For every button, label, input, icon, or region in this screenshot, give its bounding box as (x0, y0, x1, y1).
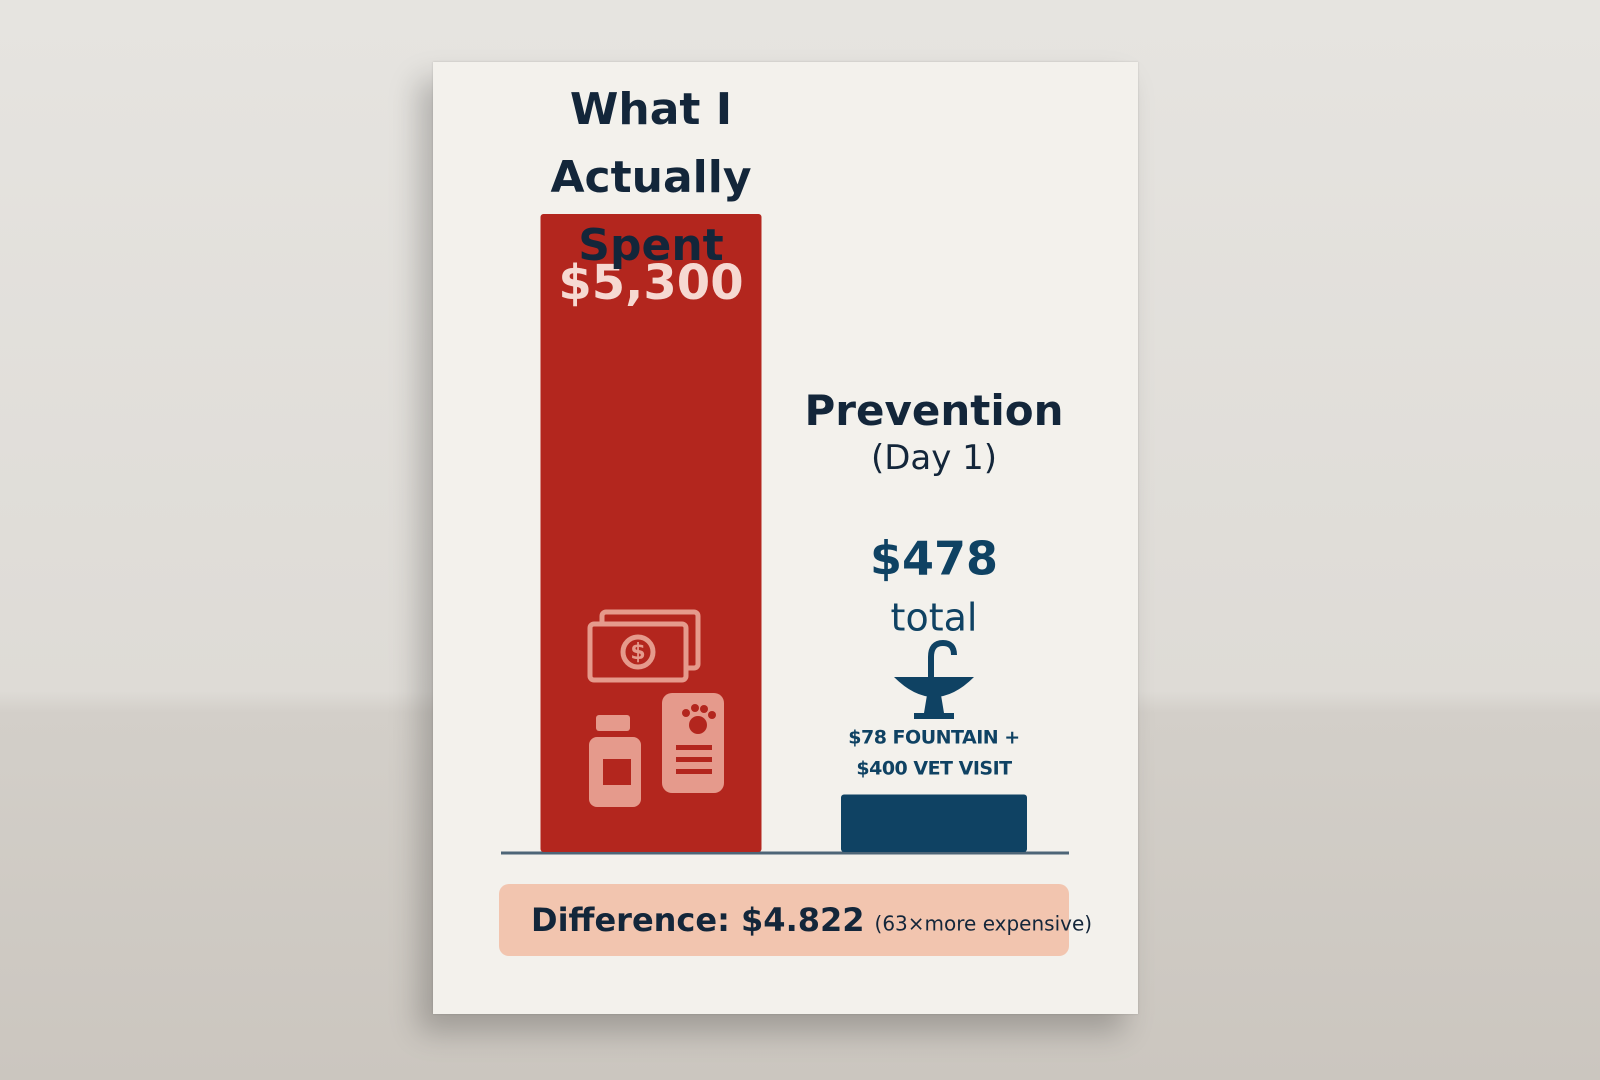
breakdown-line: $400 VET VISIT (856, 758, 1012, 780)
icon-shape (914, 695, 954, 719)
icon-shape (689, 716, 707, 734)
bar (841, 794, 1027, 852)
icon-shape (928, 639, 957, 677)
icon-shape: $ (630, 640, 645, 665)
icon-shape (662, 693, 724, 793)
difference-note: (63×more expensive) (875, 912, 1093, 936)
difference-text: Difference: $4.822 (531, 901, 865, 939)
value-label: $5,300 (558, 255, 743, 311)
record-icon (662, 693, 724, 793)
category-label: Prevention (804, 386, 1064, 435)
icon-shape (691, 704, 699, 712)
category-label: What I Actually Spent (550, 84, 752, 272)
breakdown-line: $78 FOUNTAIN + (848, 727, 1019, 749)
fountain-icon (894, 639, 974, 719)
money-icon: $ (587, 609, 701, 683)
icon-shape (700, 705, 708, 713)
bar (540, 214, 762, 852)
difference-box (499, 884, 1069, 956)
icon-shape (676, 745, 712, 750)
icon-shape (603, 759, 631, 785)
icon-shape (587, 621, 689, 683)
icon-shape (676, 769, 712, 774)
value-label: $478 (870, 532, 998, 586)
icon-shape (596, 715, 630, 731)
icon-shape (676, 757, 712, 762)
category-note: (Day 1) (870, 438, 998, 478)
icon-shape (620, 634, 656, 670)
icon-shape (708, 711, 716, 719)
icon-shape (894, 677, 974, 697)
value-unit: total (891, 596, 978, 640)
bottle-icon (589, 715, 641, 807)
icon-shape (682, 709, 690, 717)
